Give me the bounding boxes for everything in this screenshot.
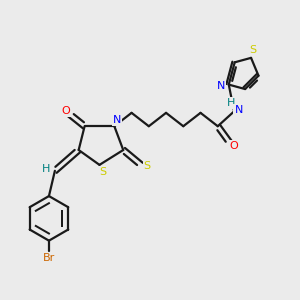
Text: H: H: [227, 98, 235, 108]
Text: Br: Br: [43, 254, 55, 263]
Text: S: S: [249, 45, 256, 56]
Text: H: H: [42, 164, 50, 174]
Text: S: S: [99, 167, 106, 177]
Text: N: N: [217, 81, 226, 91]
Text: S: S: [143, 161, 151, 171]
Text: O: O: [61, 106, 70, 116]
Text: N: N: [113, 115, 122, 125]
Text: O: O: [230, 140, 239, 151]
Text: N: N: [234, 105, 243, 115]
